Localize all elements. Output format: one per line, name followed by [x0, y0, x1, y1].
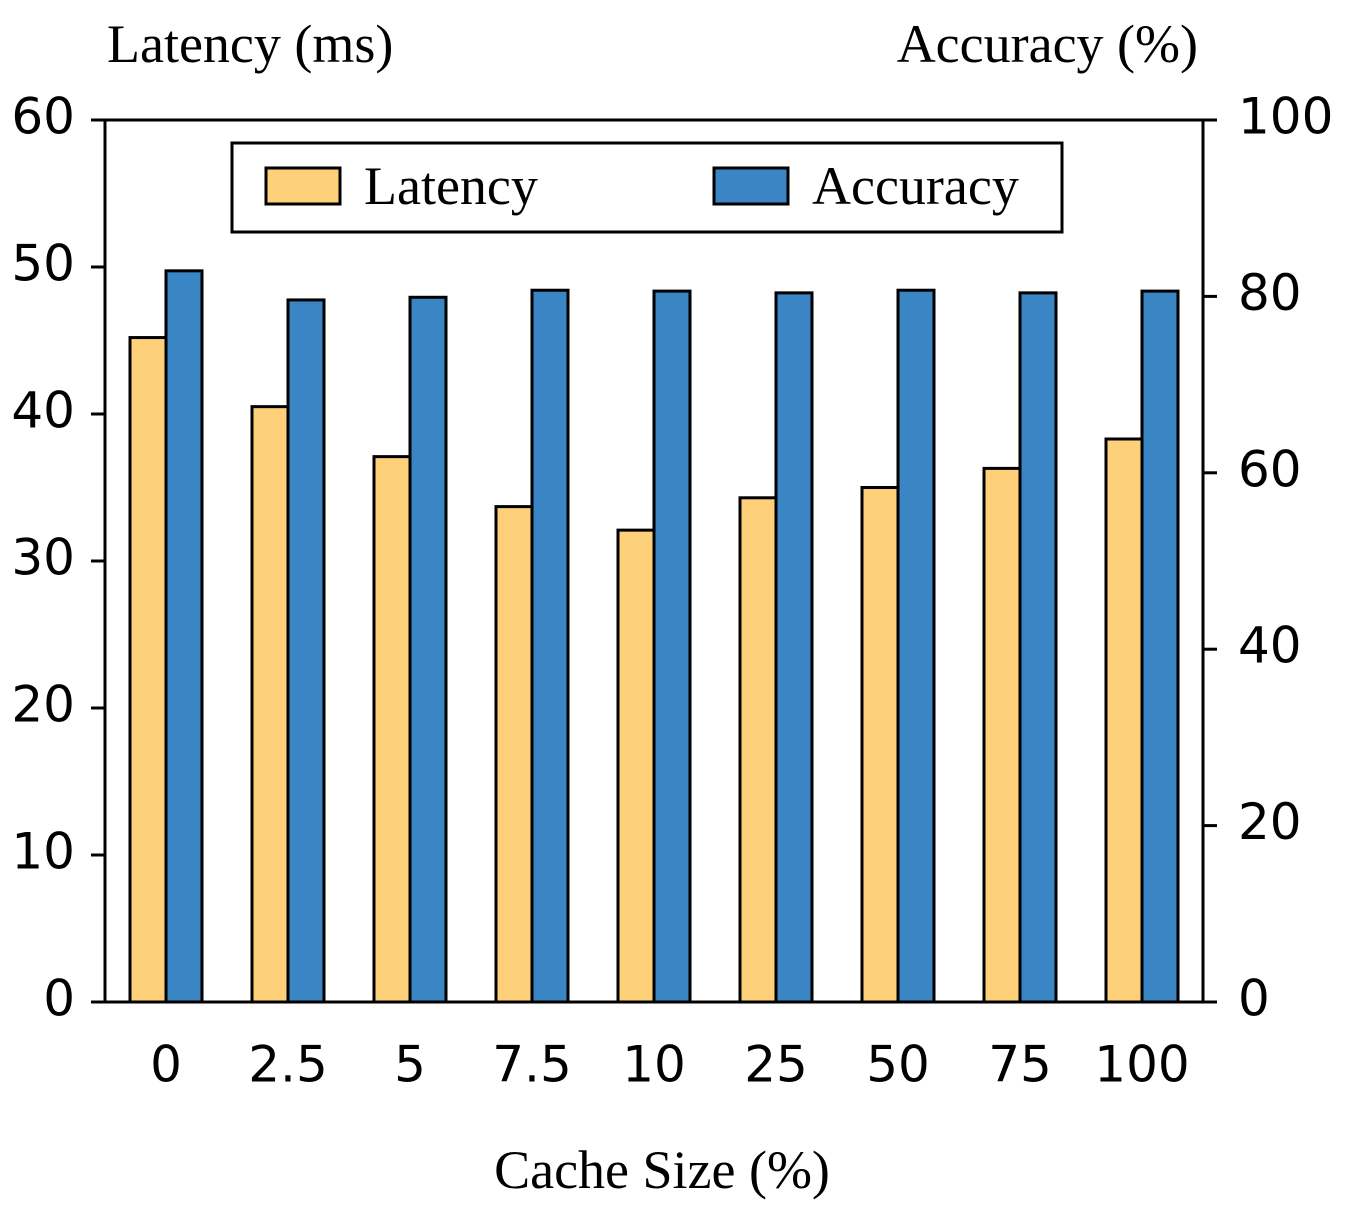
- bar: [1018, 291, 1058, 1004]
- y2-tick-label: 100: [1238, 88, 1333, 146]
- legend-label: Accuracy: [812, 156, 1019, 216]
- bar: [372, 455, 412, 1004]
- y-tick-label: 60: [11, 88, 75, 146]
- y2-tick-label: 0: [1238, 970, 1270, 1028]
- plot-frame: [103, 118, 1205, 1004]
- bar: [286, 298, 326, 1004]
- y-tick-label: 40: [11, 382, 75, 440]
- y2-axis-title: Accuracy (%): [897, 14, 1198, 74]
- y2-tick-label: 80: [1238, 264, 1302, 322]
- x-tick-label: 7.5: [492, 1036, 572, 1094]
- x-tick-label: 50: [866, 1036, 930, 1094]
- y-tick-label: 0: [43, 970, 75, 1028]
- x-tick-label: 5: [394, 1036, 426, 1094]
- legend-label: Latency: [364, 156, 538, 216]
- bar: [128, 336, 168, 1004]
- legend-swatch: [712, 166, 790, 206]
- bar: [860, 486, 900, 1004]
- bar: [530, 288, 570, 1004]
- bar: [774, 291, 814, 1004]
- y2-tick-label: 20: [1238, 793, 1302, 851]
- bar: [652, 289, 692, 1004]
- bar: [1104, 437, 1144, 1004]
- bar: [1140, 289, 1180, 1004]
- x-axis-title: Cache Size (%): [494, 1140, 830, 1200]
- bar: [738, 496, 778, 1004]
- bar: [982, 466, 1022, 1004]
- x-tick-label: 25: [744, 1036, 808, 1094]
- x-tick-label: 10: [622, 1036, 686, 1094]
- y2-tick-label: 40: [1238, 617, 1302, 675]
- bar: [896, 288, 936, 1004]
- y-axis-title: Latency (ms): [107, 14, 393, 74]
- bar: [494, 505, 534, 1004]
- y-tick-label: 10: [11, 823, 75, 881]
- legend-swatch: [264, 166, 342, 206]
- bar: [250, 405, 290, 1004]
- x-tick-label: 2.5: [248, 1036, 328, 1094]
- bar: [164, 269, 204, 1004]
- legend-box: [230, 141, 1064, 234]
- y-tick-label: 30: [11, 529, 75, 587]
- x-tick-label: 75: [988, 1036, 1052, 1094]
- bar: [408, 295, 448, 1004]
- y-tick-label: 50: [11, 235, 75, 293]
- x-tick-label: 0: [150, 1036, 182, 1094]
- y2-tick-label: 60: [1238, 440, 1302, 498]
- bar: [616, 528, 656, 1004]
- x-tick-label: 100: [1094, 1036, 1189, 1094]
- y-tick-label: 20: [11, 676, 75, 734]
